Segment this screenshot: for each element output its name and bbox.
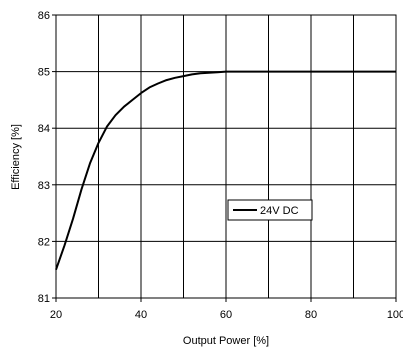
y-tick-label: 82 bbox=[38, 236, 50, 248]
grid bbox=[56, 15, 396, 298]
y-tick-label: 83 bbox=[38, 180, 50, 192]
x-tick-label: 40 bbox=[135, 309, 147, 321]
y-tick-label: 84 bbox=[38, 123, 50, 135]
x-tick-label: 60 bbox=[220, 309, 232, 321]
series-line-24v-dc bbox=[55, 70, 396, 271]
x-axis-title: Output Power [%] bbox=[183, 335, 269, 347]
x-tick-label: 20 bbox=[50, 309, 62, 321]
legend-label-24v-dc: 24V DC bbox=[260, 205, 299, 217]
series-layer bbox=[55, 70, 396, 271]
y-axis-title: Efficiency [%] bbox=[10, 124, 22, 190]
ticks: 81 82 83 84 85 86 20 40 60 80 100 bbox=[38, 10, 403, 321]
y-tick-label: 85 bbox=[38, 67, 50, 79]
x-tick-label: 80 bbox=[305, 309, 317, 321]
legend-box bbox=[227, 199, 313, 221]
x-tick-label: 100 bbox=[387, 309, 403, 321]
legend: 24V DC bbox=[227, 199, 313, 221]
y-tick-label: 81 bbox=[38, 293, 50, 305]
y-tick-label: 86 bbox=[38, 10, 50, 22]
